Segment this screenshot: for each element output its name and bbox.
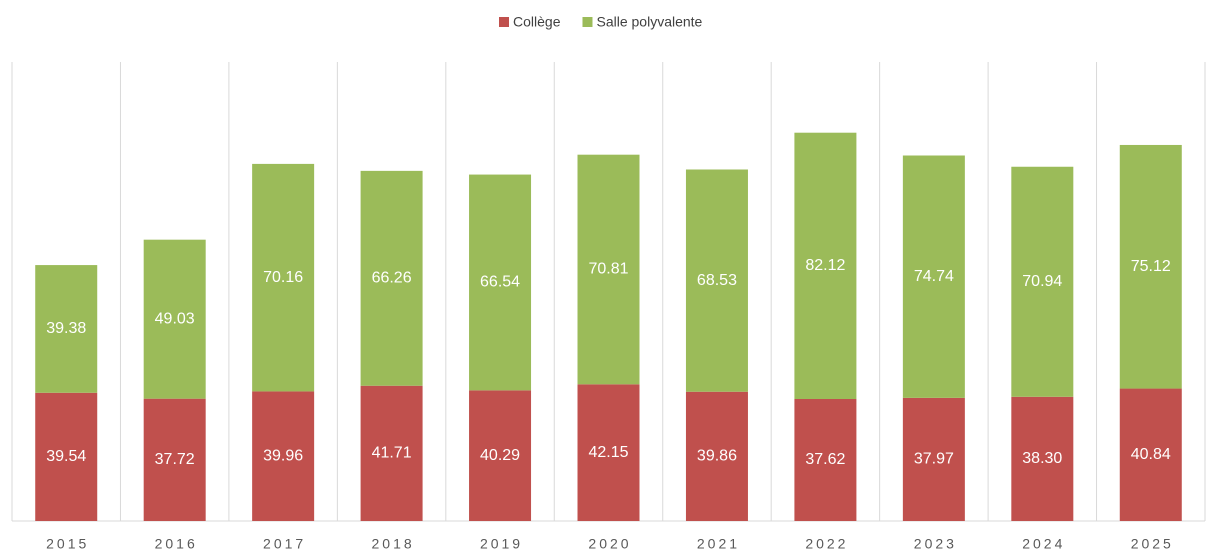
data-label: 74.74 xyxy=(914,268,954,285)
data-label: 37.72 xyxy=(155,451,195,468)
bar-segment xyxy=(1011,396,1074,521)
data-label: 40.84 xyxy=(1131,446,1171,463)
data-label: 39.54 xyxy=(46,448,86,465)
data-label: 42.15 xyxy=(588,444,628,461)
x-tick-label: 2020 xyxy=(588,536,631,551)
bar-segment xyxy=(143,398,206,521)
data-label: 66.26 xyxy=(372,270,412,287)
legend-label: Collège xyxy=(513,14,561,30)
bar-segment xyxy=(469,390,532,521)
data-label: 39.86 xyxy=(697,448,737,465)
x-tick-label: 2022 xyxy=(805,536,848,551)
data-label: 70.16 xyxy=(263,269,303,286)
data-label: 41.71 xyxy=(372,445,412,462)
data-label: 39.96 xyxy=(263,447,303,464)
bar-segment xyxy=(685,391,748,521)
bar-segment xyxy=(1011,166,1074,397)
bar-segment xyxy=(577,384,640,521)
bar-segment xyxy=(685,169,748,392)
bar-segment xyxy=(360,170,423,386)
x-tick-label: 2017 xyxy=(263,536,306,551)
data-label: 68.53 xyxy=(697,272,737,289)
data-label: 75.12 xyxy=(1131,258,1171,275)
bar-segment xyxy=(1119,388,1182,521)
legend-swatch xyxy=(499,17,509,27)
bar-segment xyxy=(35,265,98,393)
x-tick-label: 2015 xyxy=(46,536,89,551)
data-label: 39.38 xyxy=(46,320,86,337)
data-label: 82.12 xyxy=(805,257,845,274)
data-label: 40.29 xyxy=(480,447,520,464)
bar-segment xyxy=(252,391,315,521)
data-label: 49.03 xyxy=(155,310,195,327)
x-tick-label: 2023 xyxy=(914,536,957,551)
x-tick-label: 2021 xyxy=(697,536,740,551)
bar-segment xyxy=(577,154,640,385)
bar-segment xyxy=(794,132,857,400)
x-tick-label: 2019 xyxy=(480,536,523,551)
x-tick-label: 2018 xyxy=(372,536,415,551)
bar-segment xyxy=(143,239,206,399)
x-tick-label: 2016 xyxy=(155,536,198,551)
bar-segment xyxy=(252,163,315,392)
data-label: 37.62 xyxy=(805,451,845,468)
bar-segment xyxy=(902,155,965,398)
legend-label: Salle polyvalente xyxy=(596,14,702,30)
data-label: 38.30 xyxy=(1022,450,1062,467)
bar-segment xyxy=(360,385,423,521)
data-label: 37.97 xyxy=(914,451,954,468)
bar-segment xyxy=(902,397,965,521)
x-tick-label: 2025 xyxy=(1131,536,1174,551)
data-label: 66.54 xyxy=(480,274,520,291)
bar-segment xyxy=(794,399,857,521)
legend-swatch xyxy=(582,17,593,27)
bar-segment xyxy=(1119,144,1182,389)
bar-segment xyxy=(35,392,98,521)
data-label: 70.94 xyxy=(1022,273,1062,290)
x-tick-label: 2024 xyxy=(1022,536,1065,551)
data-label: 70.81 xyxy=(588,261,628,278)
bar-segment xyxy=(469,174,532,391)
